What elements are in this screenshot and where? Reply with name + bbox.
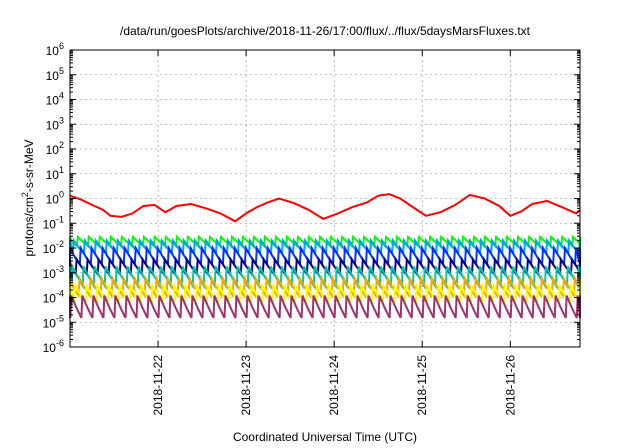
y-axis-title-suffix: -s-sr-MeV xyxy=(22,139,36,192)
y-tick-label: 100 xyxy=(46,190,64,207)
x-tick-label: 2018-11-26 xyxy=(503,355,517,416)
x-tick-label: 2018-11-24 xyxy=(327,355,341,416)
x-tick-label: 2018-11-23 xyxy=(239,355,253,416)
x-axis-title: Coordinated Universal Time (UTC) xyxy=(233,430,417,444)
y-axis-title: protons/cm2-s-sr-MeV xyxy=(20,139,36,256)
y-axis-title-prefix: protons/cm xyxy=(22,197,36,256)
series-line-2 xyxy=(69,234,581,248)
y-tick-label: 104 xyxy=(46,91,64,108)
series-line-3 xyxy=(69,237,581,257)
y-tick-label: 10-3 xyxy=(43,264,64,281)
y-tick-label: 101 xyxy=(46,165,64,182)
y-tick-label: 10-6 xyxy=(43,338,64,355)
series-group xyxy=(69,193,581,319)
grid xyxy=(70,50,580,347)
y-tick-label: 106 xyxy=(46,41,64,58)
y-ticks: 10-6 10-5 10-4 10-3 10-2 10-1 100 101 102 103 104 1… xyxy=(43,41,580,355)
series-line-4 xyxy=(69,244,581,268)
series-line-1 xyxy=(69,193,581,223)
y-tick-label: 103 xyxy=(46,115,64,132)
series-line-7 xyxy=(69,274,581,299)
y-tick-label: 10-1 xyxy=(43,214,64,231)
x-ticks: 2018-11-22 2018-11-23 2018-11-24 2018-11-25… xyxy=(151,50,517,416)
series-line-9 xyxy=(69,295,581,319)
y-tick-label: 10-4 xyxy=(43,289,64,306)
y-tick-label: 10-5 xyxy=(43,313,64,330)
x-tick-label: 2018-11-25 xyxy=(415,355,429,416)
chart-title: /data/run/goesPlots/archive/2018-11-26/1… xyxy=(120,24,531,38)
x-tick-label: 2018-11-22 xyxy=(151,355,165,416)
y-tick-label: 10-2 xyxy=(43,239,64,256)
y-tick-label: 102 xyxy=(46,140,64,157)
y-axis-title-superscript: 2 xyxy=(20,192,30,197)
y-tick-label: 105 xyxy=(46,66,64,83)
